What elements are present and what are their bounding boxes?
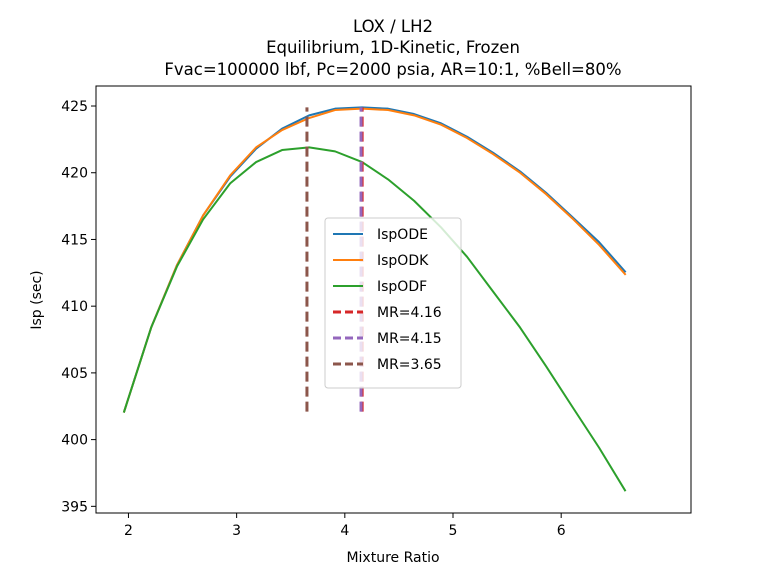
legend-label: MR=4.15 (377, 331, 442, 347)
chart-title: LOX / LH2 Equilibrium, 1D-Kinetic, Froze… (164, 17, 621, 79)
y-tick-label: 425 (61, 99, 88, 115)
y-tick-label: 395 (61, 499, 88, 515)
axes-frame (95, 85, 692, 514)
chart-title-line-1: LOX / LH2 (353, 17, 433, 36)
series-line-ispodk (122, 107, 627, 413)
y-tick-label: 410 (61, 299, 88, 315)
legend: IspODE IspODK IspODF MR=4.16 MR=4.15 MR=3.65 (324, 217, 462, 389)
legend-label: MR=3.65 (377, 357, 442, 373)
chart-title-line-3: Fvac=100000 lbf, Pc=2000 psia, AR=10:1, … (164, 60, 621, 79)
chart-title-line-2: Equilibrium, 1D-Kinetic, Frozen (266, 38, 520, 57)
x-tick-label: 4 (340, 523, 349, 539)
x-tick-label: 2 (124, 523, 133, 539)
y-axis-label: Isp (sec) (29, 270, 45, 329)
y-axis-ticks: 395 400 405 410 415 420 425 (61, 99, 96, 515)
y-tick-label: 405 (61, 366, 88, 382)
y-tick-label: 420 (61, 166, 88, 182)
x-tick-label: 3 (232, 523, 241, 539)
x-axis-label: Mixture Ratio (346, 550, 439, 566)
x-axis-ticks: 2 3 4 5 6 (124, 513, 566, 539)
y-tick-label: 400 (61, 433, 88, 449)
legend-label: IspODK (377, 253, 429, 269)
x-tick-label: 6 (557, 523, 566, 539)
x-tick-label: 5 (449, 523, 458, 539)
series-line-ispodf (122, 146, 627, 492)
y-tick-label: 415 (61, 232, 88, 248)
legend-label: IspODE (377, 227, 428, 243)
legend-label: IspODF (377, 279, 427, 295)
legend-label: MR=4.16 (377, 305, 442, 321)
